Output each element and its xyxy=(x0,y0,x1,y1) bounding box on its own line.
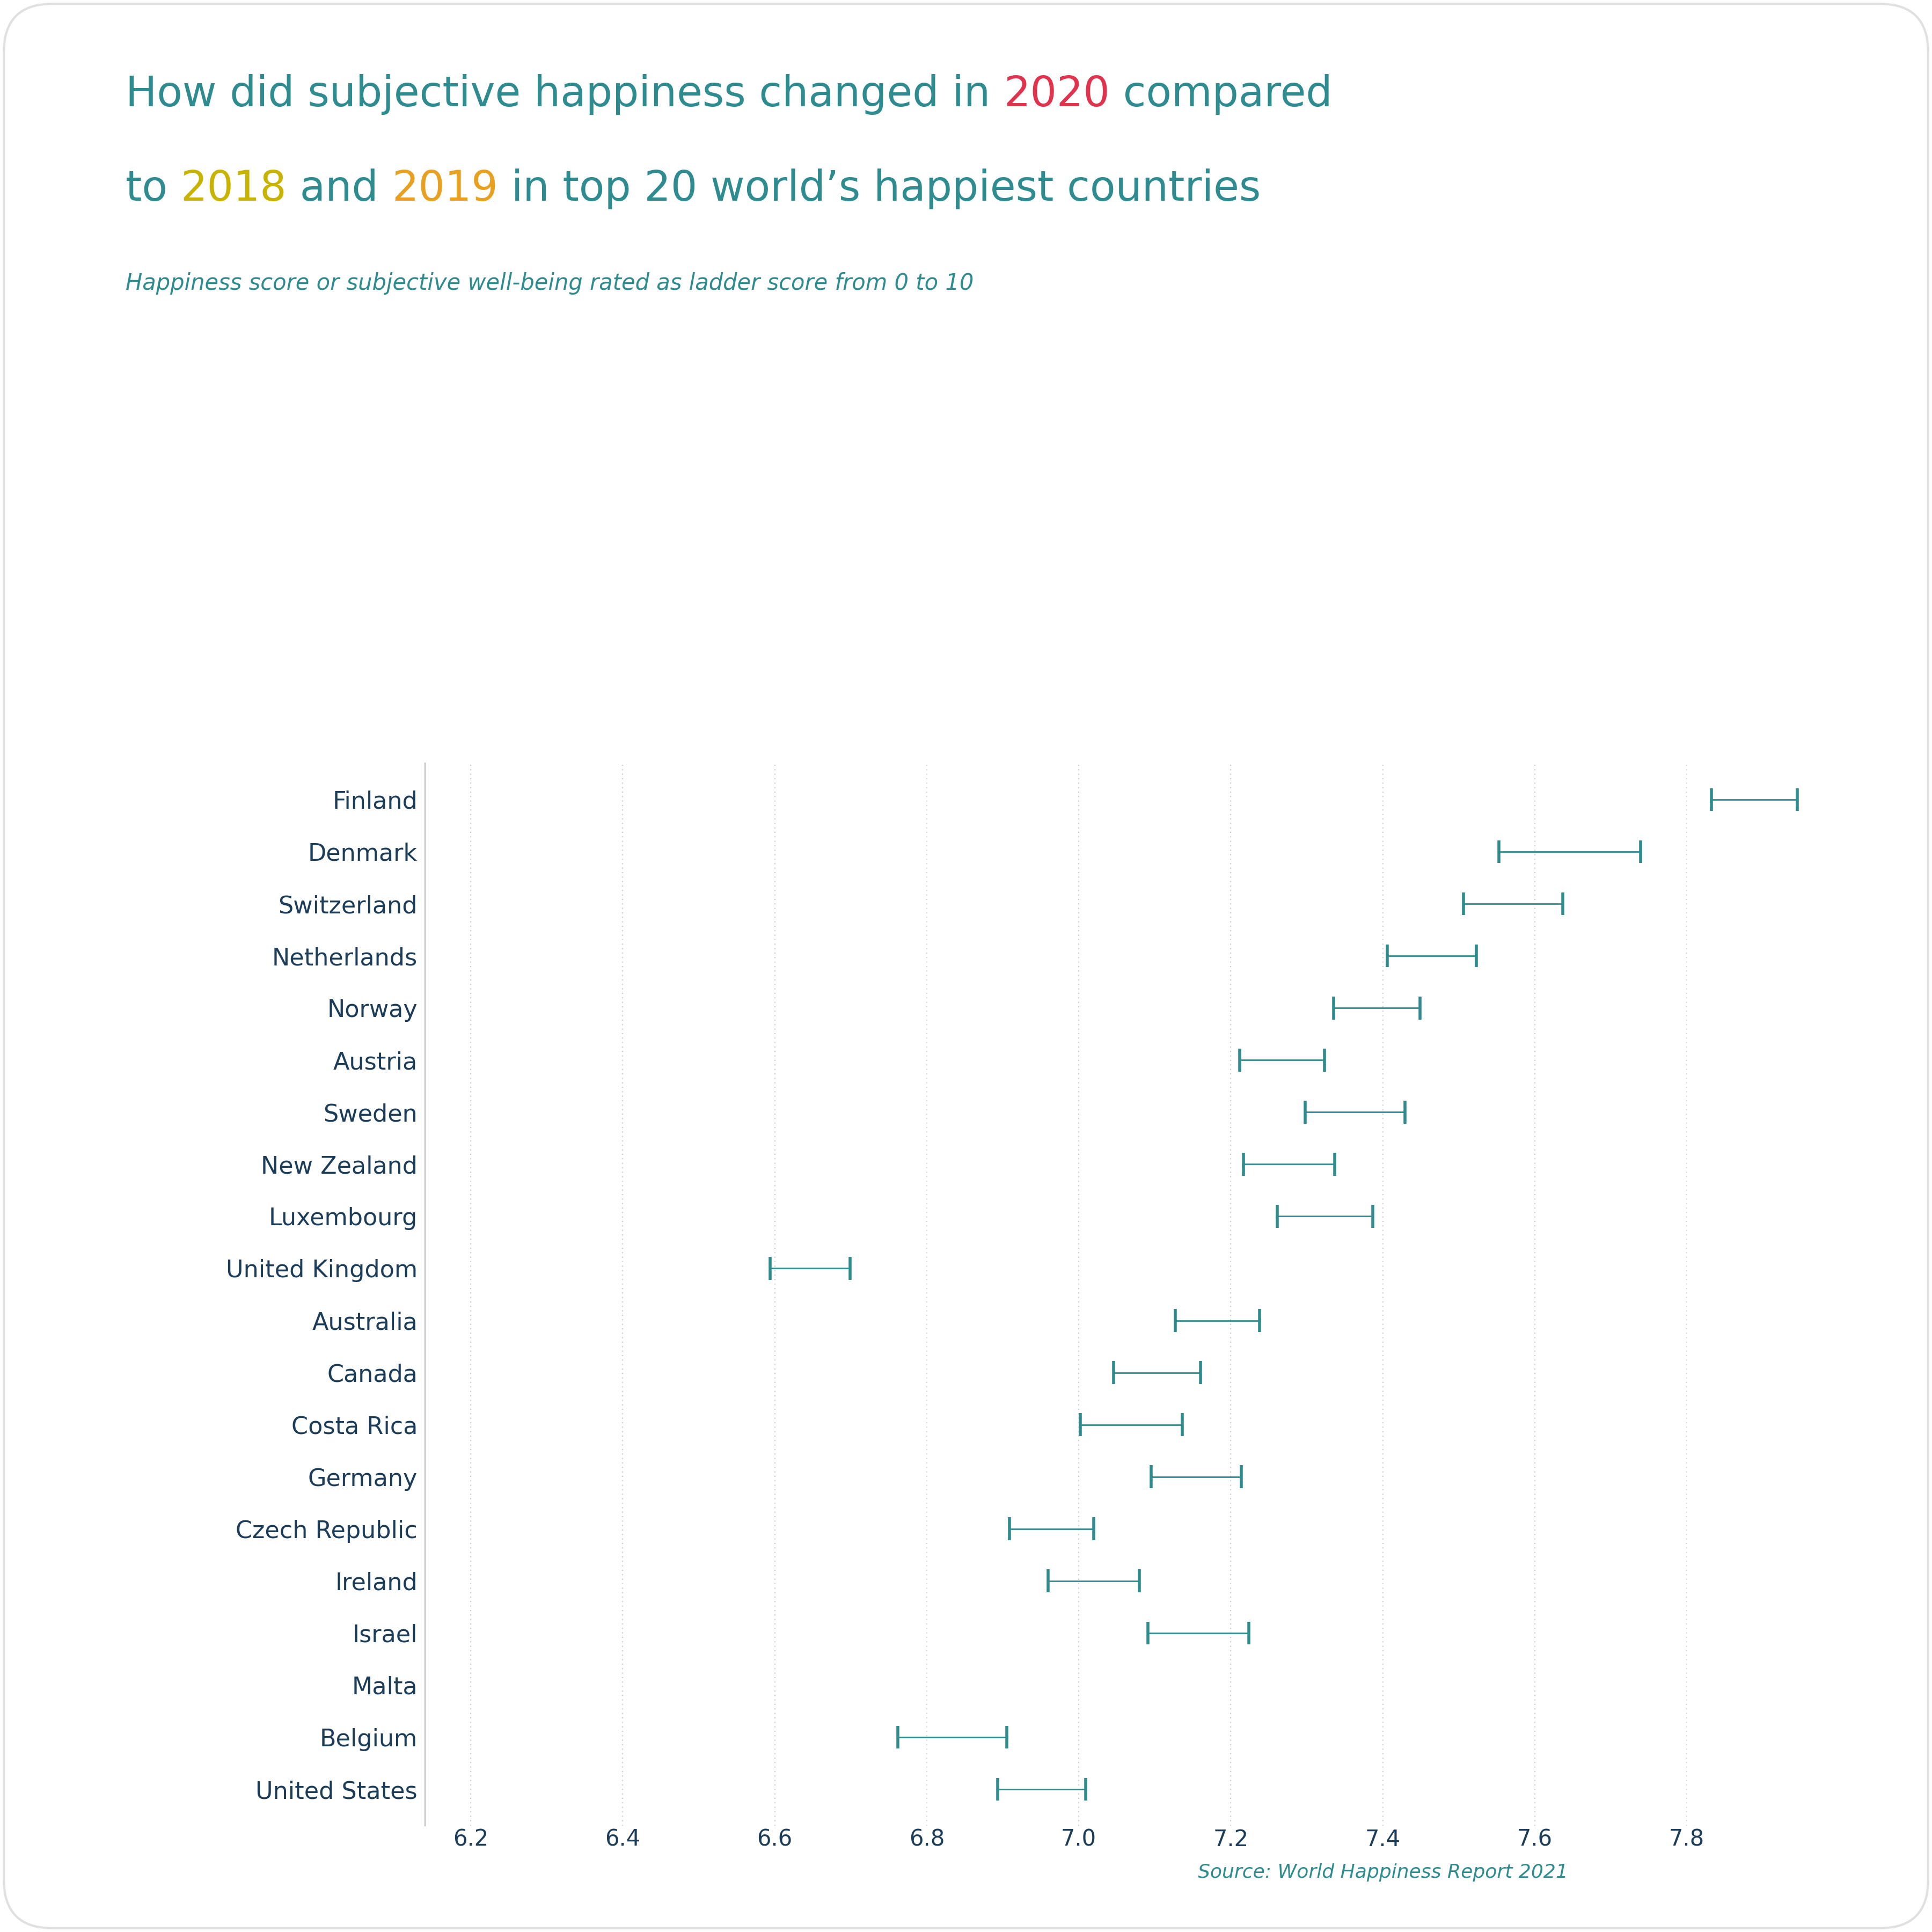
Point xyxy=(937,1721,968,1752)
Point xyxy=(1190,1408,1221,1439)
Point xyxy=(1045,1565,1076,1596)
Point xyxy=(1296,1150,1327,1180)
Point xyxy=(1132,1202,1163,1233)
Point xyxy=(1105,1254,1136,1285)
Point xyxy=(1399,941,1430,972)
Point xyxy=(1648,784,1679,815)
Point xyxy=(1236,1304,1267,1335)
Point xyxy=(1323,1097,1354,1128)
Point xyxy=(1169,1617,1200,1648)
Point xyxy=(1117,1408,1148,1439)
Point xyxy=(1202,1304,1233,1335)
Point xyxy=(1519,837,1549,867)
Point xyxy=(1026,1774,1057,1804)
Point xyxy=(951,1513,981,1544)
Text: 2018: 2018 xyxy=(182,168,286,209)
Point xyxy=(1497,889,1528,920)
Text: compared: compared xyxy=(1109,73,1333,114)
Point xyxy=(1339,1097,1370,1128)
Point xyxy=(1333,1097,1364,1128)
Text: and: and xyxy=(286,168,392,209)
Point xyxy=(1269,1150,1300,1180)
Text: How did subjective happiness changed in: How did subjective happiness changed in xyxy=(126,73,1003,114)
Point xyxy=(1236,1304,1267,1335)
Point xyxy=(1267,1045,1298,1076)
Point xyxy=(1648,784,1679,815)
Point xyxy=(276,1669,307,1700)
Point xyxy=(1005,1721,1036,1752)
Text: to: to xyxy=(126,168,182,209)
Point xyxy=(1275,1356,1306,1387)
Text: in top 20 world’s happiest countries: in top 20 world’s happiest countries xyxy=(498,168,1262,209)
Point xyxy=(1739,784,1770,815)
Point xyxy=(1555,837,1586,867)
Point xyxy=(1310,1202,1341,1233)
Point xyxy=(1275,1356,1306,1387)
Point xyxy=(1078,1565,1109,1596)
Point xyxy=(1250,1045,1281,1076)
Point xyxy=(1182,1617,1213,1648)
Point xyxy=(1519,837,1549,867)
Point xyxy=(1105,1254,1136,1285)
Point xyxy=(1399,941,1430,972)
Text: Source: World Happiness Report 2021: Source: World Happiness Report 2021 xyxy=(1198,1862,1569,1882)
Point xyxy=(1428,889,1459,920)
Point xyxy=(981,1774,1012,1804)
Point xyxy=(1132,1202,1163,1233)
Point xyxy=(1434,993,1464,1024)
Point xyxy=(1121,1461,1151,1492)
Point xyxy=(1037,1513,1068,1544)
Point xyxy=(1484,993,1515,1024)
Point xyxy=(1180,1461,1211,1492)
Point xyxy=(1080,1565,1111,1596)
Point xyxy=(794,1254,825,1285)
Point xyxy=(856,1669,887,1700)
Point xyxy=(1250,1045,1281,1076)
Point xyxy=(1142,1356,1173,1387)
Point xyxy=(856,1669,887,1700)
Point xyxy=(1169,1617,1200,1648)
Point xyxy=(1273,1150,1304,1180)
Text: 2020: 2020 xyxy=(1003,73,1109,114)
Point xyxy=(1362,993,1393,1024)
Point xyxy=(1121,1461,1151,1492)
Text: 2019: 2019 xyxy=(392,168,498,209)
Point xyxy=(1416,941,1447,972)
Point xyxy=(1428,889,1459,920)
Point xyxy=(951,1513,981,1544)
Point xyxy=(1005,1721,1036,1752)
Point xyxy=(981,1774,1012,1804)
Text: Happiness score or subjective well-being rated as ladder score from 0 to 10: Happiness score or subjective well-being… xyxy=(126,272,974,294)
Point xyxy=(1190,1408,1221,1439)
